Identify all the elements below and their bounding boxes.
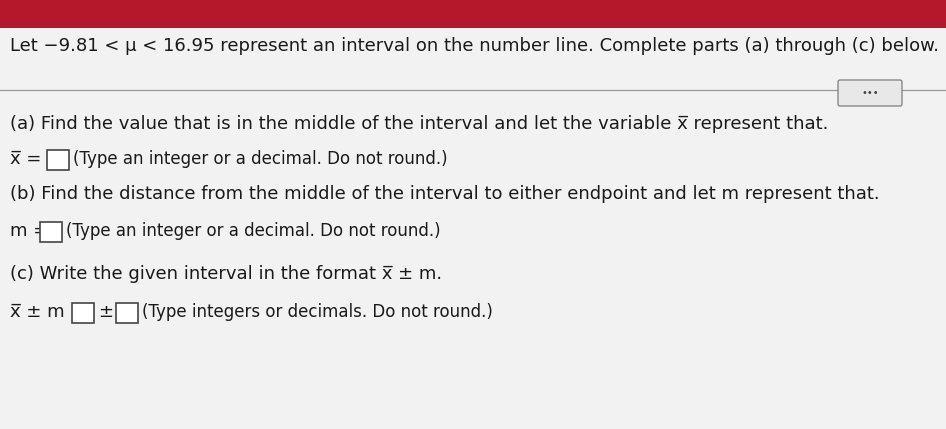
Bar [116,303,138,323]
Text: m =: m = [10,222,48,240]
Bar [0,0,946,28]
Bar [47,150,69,170]
Bar [40,222,62,242]
Text: (Type an integer or a decimal. Do not round.): (Type an integer or a decimal. Do not ro… [66,222,441,240]
Bar [72,303,94,323]
Text: (Type an integer or a decimal. Do not round.): (Type an integer or a decimal. Do not ro… [73,150,447,168]
Text: ±: ± [98,303,113,321]
Text: (a) Find the value that is in the middle of the interval and let the variable x̅: (a) Find the value that is in the middle… [10,115,829,133]
Text: •••: ••• [861,88,879,98]
Text: x̅ ± m =: x̅ ± m = [10,303,85,321]
FancyBboxPatch shape [838,80,902,106]
Text: (Type integers or decimals. Do not round.): (Type integers or decimals. Do not round… [142,303,493,321]
Text: (c) Write the given interval in the format x̅ ± m.: (c) Write the given interval in the form… [10,265,442,283]
Text: Let −9.81 < μ < 16.95 represent an interval on the number line. Complete parts (: Let −9.81 < μ < 16.95 represent an inter… [10,37,939,55]
Text: x̅ =: x̅ = [10,150,42,168]
Text: (b) Find the distance from the middle of the interval to either endpoint and let: (b) Find the distance from the middle of… [10,185,880,203]
